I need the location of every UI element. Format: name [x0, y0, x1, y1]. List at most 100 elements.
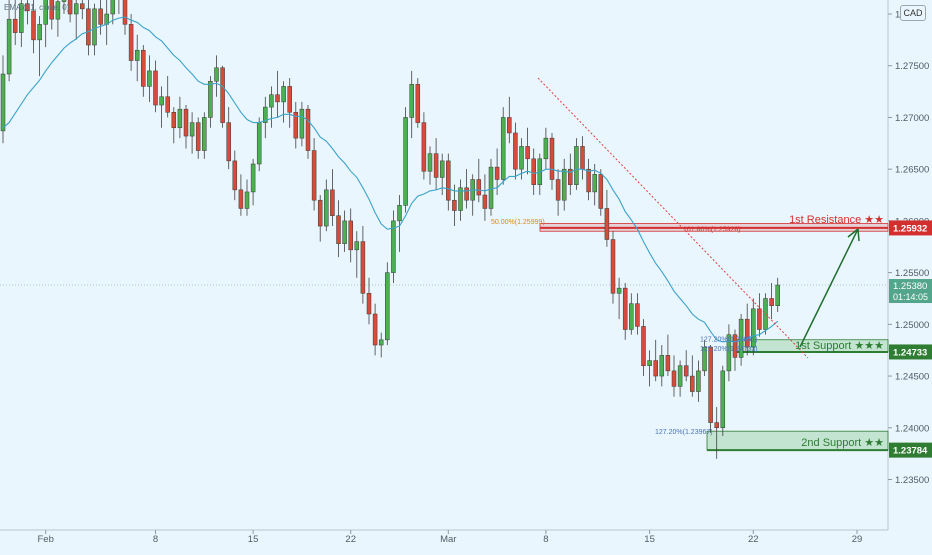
candle[interactable]: [147, 55, 152, 102]
candle[interactable]: [250, 158, 256, 206]
candle[interactable]: [683, 350, 689, 382]
candle[interactable]: [653, 339, 658, 382]
candle[interactable]: [769, 282, 774, 320]
candle[interactable]: [12, 0, 18, 46]
candle[interactable]: [696, 360, 701, 402]
candle[interactable]: [165, 76, 170, 118]
candle[interactable]: [354, 231, 360, 278]
candle[interactable]: [220, 65, 225, 128]
candle[interactable]: [49, 0, 55, 30]
candle[interactable]: [647, 350, 652, 387]
candle[interactable]: [500, 107, 506, 185]
candle[interactable]: [635, 293, 640, 335]
candle[interactable]: [677, 360, 683, 397]
candle[interactable]: [287, 78, 292, 128]
candle[interactable]: [61, 0, 67, 14]
candle[interactable]: [671, 355, 677, 397]
candle[interactable]: [263, 96, 268, 139]
candle[interactable]: [55, 0, 61, 37]
candle[interactable]: [317, 195, 323, 242]
candle[interactable]: [482, 174, 488, 221]
candle[interactable]: [25, 0, 30, 25]
candle[interactable]: [555, 169, 561, 216]
candle[interactable]: [305, 105, 311, 159]
candle[interactable]: [202, 112, 207, 159]
candle[interactable]: [561, 158, 567, 211]
candle[interactable]: [128, 14, 134, 71]
candle[interactable]: [256, 117, 262, 172]
candle[interactable]: [714, 407, 719, 459]
candle[interactable]: [708, 345, 713, 433]
candle[interactable]: [452, 184, 457, 227]
candle[interactable]: [543, 127, 549, 170]
candle[interactable]: [336, 200, 341, 258]
candle[interactable]: [403, 107, 408, 213]
candle[interactable]: [330, 169, 335, 227]
candle[interactable]: [525, 127, 530, 175]
candle[interactable]: [702, 339, 707, 377]
candle[interactable]: [86, 0, 91, 56]
candle[interactable]: [610, 231, 616, 304]
candle[interactable]: [110, 0, 116, 25]
candle[interactable]: [378, 332, 384, 358]
candle[interactable]: [732, 329, 738, 371]
candle[interactable]: [385, 262, 390, 346]
candle[interactable]: [324, 179, 329, 232]
candle[interactable]: [690, 355, 695, 397]
candle[interactable]: [604, 189, 610, 247]
candle[interactable]: [757, 293, 762, 337]
candle[interactable]: [720, 365, 726, 437]
candle[interactable]: [391, 210, 396, 283]
candle[interactable]: [189, 112, 195, 154]
candle[interactable]: [751, 298, 756, 356]
candle[interactable]: [348, 208, 353, 263]
candle[interactable]: [275, 70, 280, 118]
candle[interactable]: [659, 345, 665, 387]
candle[interactable]: [37, 16, 42, 77]
candle[interactable]: [421, 112, 427, 180]
candle[interactable]: [622, 282, 628, 340]
candle[interactable]: [122, 0, 128, 35]
candle[interactable]: [31, 0, 36, 54]
candle[interactable]: [238, 174, 244, 216]
currency-unit-button[interactable]: CAD: [900, 5, 926, 21]
candle[interactable]: [488, 158, 494, 216]
candle[interactable]: [281, 81, 286, 123]
candle[interactable]: [507, 96, 512, 144]
candle[interactable]: [299, 101, 305, 147]
candle[interactable]: [409, 70, 414, 139]
candle[interactable]: [513, 122, 518, 180]
candle[interactable]: [6, 0, 12, 82]
candle[interactable]: [427, 146, 433, 185]
candle[interactable]: [568, 153, 573, 196]
candle[interactable]: [665, 334, 671, 377]
candle[interactable]: [763, 293, 768, 335]
candle[interactable]: [574, 138, 579, 190]
candle[interactable]: [226, 107, 231, 170]
candle[interactable]: [397, 195, 402, 252]
candle[interactable]: [0, 55, 6, 144]
candle[interactable]: [269, 86, 274, 128]
candle[interactable]: [183, 105, 189, 149]
candle[interactable]: [458, 179, 463, 221]
candle[interactable]: [67, 0, 73, 23]
candle[interactable]: [342, 210, 347, 252]
candle[interactable]: [177, 96, 183, 139]
candle[interactable]: [592, 163, 597, 206]
candle[interactable]: [549, 132, 555, 190]
candle[interactable]: [775, 277, 780, 312]
candle[interactable]: [531, 148, 536, 196]
candle[interactable]: [141, 45, 146, 97]
candle[interactable]: [415, 78, 421, 128]
candle[interactable]: [232, 150, 238, 201]
candle[interactable]: [80, 0, 85, 20]
candle[interactable]: [134, 34, 140, 82]
candle[interactable]: [92, 3, 97, 56]
candle[interactable]: [519, 138, 524, 180]
candle[interactable]: [433, 138, 439, 190]
candle[interactable]: [19, 0, 24, 48]
candle[interactable]: [195, 117, 201, 159]
candle[interactable]: [214, 55, 219, 97]
candle[interactable]: [446, 153, 451, 211]
candle[interactable]: [726, 324, 732, 382]
